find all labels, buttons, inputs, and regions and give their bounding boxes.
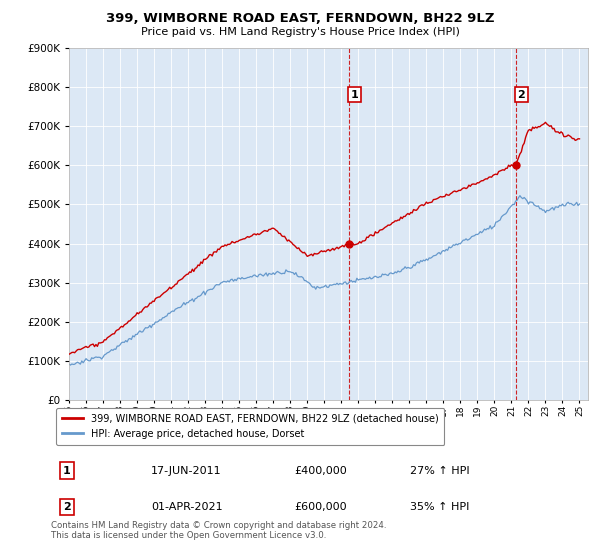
Text: £600,000: £600,000	[294, 502, 347, 512]
Text: £400,000: £400,000	[294, 465, 347, 475]
Text: 1: 1	[63, 465, 71, 475]
Text: Price paid vs. HM Land Registry's House Price Index (HPI): Price paid vs. HM Land Registry's House …	[140, 27, 460, 37]
Text: 1: 1	[351, 90, 359, 100]
Text: 2: 2	[63, 502, 71, 512]
Text: 399, WIMBORNE ROAD EAST, FERNDOWN, BH22 9LZ: 399, WIMBORNE ROAD EAST, FERNDOWN, BH22 …	[106, 12, 494, 25]
Text: Contains HM Land Registry data © Crown copyright and database right 2024.
This d: Contains HM Land Registry data © Crown c…	[51, 521, 386, 540]
Text: 2: 2	[517, 90, 525, 100]
Text: 17-JUN-2011: 17-JUN-2011	[151, 465, 222, 475]
Text: 35% ↑ HPI: 35% ↑ HPI	[410, 502, 469, 512]
Text: 01-APR-2021: 01-APR-2021	[151, 502, 223, 512]
Legend: 399, WIMBORNE ROAD EAST, FERNDOWN, BH22 9LZ (detached house), HPI: Average price: 399, WIMBORNE ROAD EAST, FERNDOWN, BH22 …	[56, 408, 445, 445]
Text: 27% ↑ HPI: 27% ↑ HPI	[410, 465, 470, 475]
